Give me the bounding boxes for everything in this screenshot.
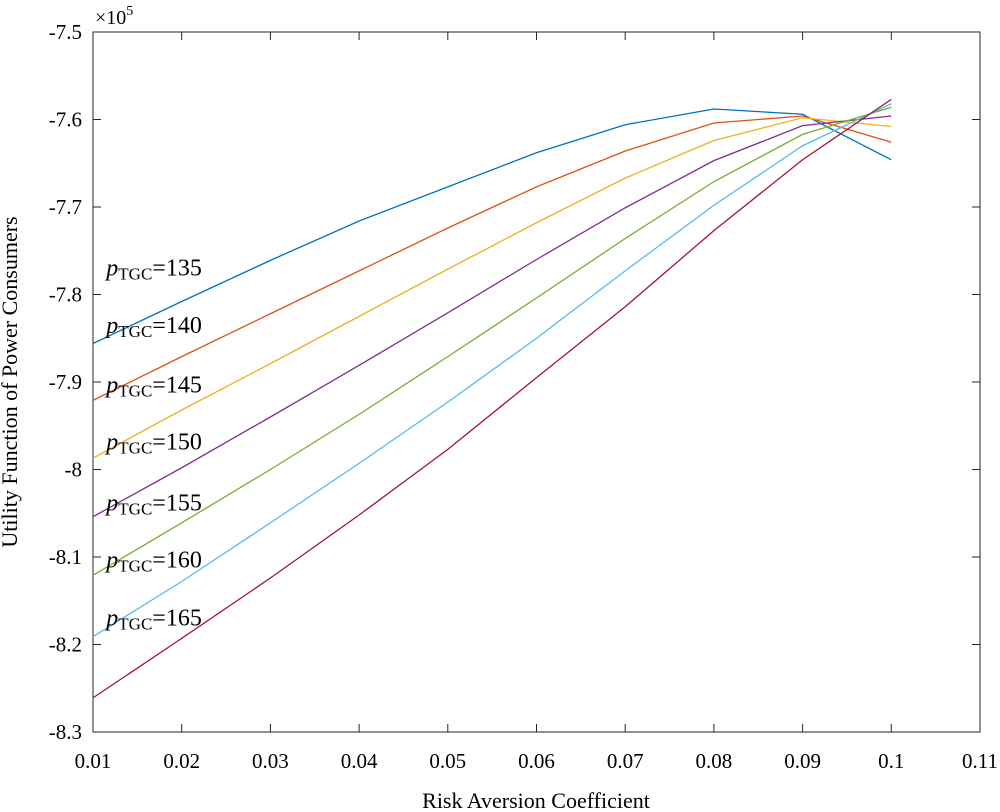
exponent-label: ×105 bbox=[95, 4, 133, 29]
series-line-1 bbox=[92, 108, 892, 345]
series-annotation-3: pTGC=145 bbox=[104, 373, 202, 401]
annotation-symbol: p bbox=[104, 255, 118, 281]
series-line-2 bbox=[92, 115, 892, 401]
annotation-subscript: TGC bbox=[118, 614, 152, 633]
annotation-value: =135 bbox=[152, 255, 202, 281]
x-tick-label: 0.01 bbox=[75, 749, 112, 773]
x-tick-label: 0.05 bbox=[429, 749, 466, 773]
annotation-subscript: TGC bbox=[118, 557, 152, 576]
annotation-symbol: p bbox=[104, 548, 118, 574]
y-tick-label: -8 bbox=[65, 458, 83, 482]
y-tick-label: -7.6 bbox=[49, 108, 82, 132]
y-tick-label: -7.8 bbox=[49, 283, 82, 307]
series-layer bbox=[92, 98, 892, 699]
series-annotation-6: pTGC=160 bbox=[104, 548, 202, 576]
annotation-value: =145 bbox=[152, 373, 202, 399]
series-line-7 bbox=[92, 98, 892, 699]
series-line-3 bbox=[92, 117, 892, 459]
y-tick-label: -8.3 bbox=[49, 720, 82, 744]
annotation-value: =155 bbox=[152, 491, 202, 517]
x-tick-label: 0.04 bbox=[341, 749, 378, 773]
x-tick-label: 0.1 bbox=[878, 749, 904, 773]
annotation-layer: pTGC=135pTGC=140pTGC=145pTGC=150pTGC=155… bbox=[104, 255, 202, 633]
annotation-subscript: TGC bbox=[118, 382, 152, 401]
annotation-symbol: p bbox=[104, 313, 118, 339]
x-tick-label: 0.06 bbox=[518, 749, 555, 773]
series-line-5 bbox=[92, 106, 892, 576]
x-tick-label: 0.02 bbox=[163, 749, 200, 773]
x-tick-label: 0.03 bbox=[252, 749, 289, 773]
annotation-symbol: p bbox=[104, 491, 118, 517]
tick-layer: 0.01 0.02 0.03 0.04 0.05 0.06 0.07 0.08 0.09 0.1 0… bbox=[49, 20, 998, 773]
series-annotation-5: pTGC=155 bbox=[104, 491, 202, 519]
y-tick-label: -8.1 bbox=[49, 545, 82, 569]
series-annotation-2: pTGC=140 bbox=[104, 313, 202, 341]
exponent-power: 5 bbox=[126, 4, 133, 19]
series-line-6 bbox=[92, 103, 892, 638]
annotation-symbol: p bbox=[104, 373, 118, 399]
y-tick-label: -7.7 bbox=[49, 195, 82, 219]
series-annotation-7: pTGC=165 bbox=[104, 605, 202, 633]
y-axis-label: Utility Function of Power Consumers bbox=[0, 216, 22, 547]
x-tick-label: 0.07 bbox=[607, 749, 644, 773]
annotation-symbol: p bbox=[104, 429, 118, 455]
annotation-value: =140 bbox=[152, 313, 202, 339]
x-tick-label: 0.09 bbox=[784, 749, 821, 773]
annotation-subscript: TGC bbox=[118, 264, 152, 283]
exponent-base: ×10 bbox=[95, 7, 126, 29]
annotation-subscript: TGC bbox=[118, 322, 152, 341]
x-tick-label: 0.08 bbox=[696, 749, 733, 773]
annotation-symbol: p bbox=[104, 605, 118, 631]
x-axis-label: Risk Aversion Coefficient bbox=[422, 788, 650, 812]
annotation-value: =165 bbox=[152, 605, 202, 631]
series-annotation-1: pTGC=135 bbox=[104, 255, 202, 283]
annotation-subscript: TGC bbox=[118, 500, 152, 519]
x-tick-label: 0.11 bbox=[962, 749, 998, 773]
y-tick-label: -7.9 bbox=[49, 370, 82, 394]
annotation-value: =160 bbox=[152, 548, 202, 574]
y-tick-label: -7.5 bbox=[49, 20, 82, 44]
y-tick-label: -8.2 bbox=[49, 633, 82, 657]
annotation-subscript: TGC bbox=[118, 438, 152, 457]
series-line-4 bbox=[92, 115, 892, 518]
plot-area bbox=[92, 31, 981, 733]
annotation-value: =150 bbox=[152, 429, 202, 455]
series-annotation-4: pTGC=150 bbox=[104, 429, 202, 457]
